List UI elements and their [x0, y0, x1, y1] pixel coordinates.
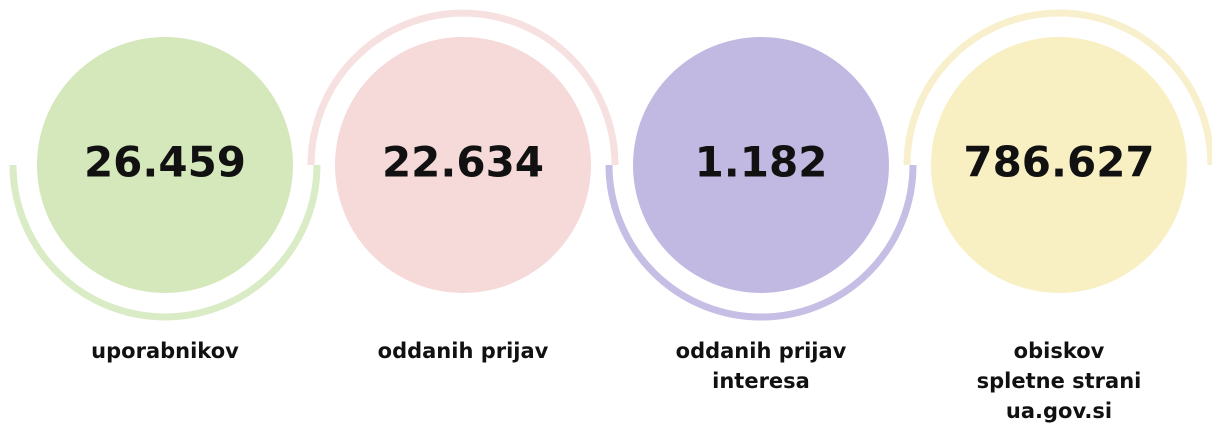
stat-label: ua.gov.si	[1006, 399, 1112, 423]
stat-label: obiskov	[1014, 339, 1105, 363]
stat-label: oddanih prijav	[676, 339, 847, 363]
stat-label: oddanih prijav	[378, 339, 549, 363]
decorative-ring	[307, 9, 619, 166]
stat-circle	[931, 37, 1187, 293]
decorative-ring	[605, 164, 917, 321]
stat-value: 22.634	[382, 138, 544, 187]
stat-item: 26.459 uporabnikov	[9, 37, 321, 363]
stat-item: 786.627 obiskov spletne strani ua.gov.si	[903, 9, 1212, 423]
stat-value: 26.459	[84, 138, 246, 187]
stat-item: 22.634 oddanih prijav	[307, 9, 619, 363]
stat-circle	[633, 37, 889, 293]
stat-label: spletne strani	[977, 369, 1142, 393]
decorative-ring	[9, 164, 321, 321]
stat-label: interesa	[712, 369, 810, 393]
stat-label: uporabnikov	[91, 339, 239, 363]
stat-value: 1.182	[695, 138, 828, 187]
stat-circle	[335, 37, 591, 293]
decorative-ring	[903, 9, 1212, 166]
stat-circle	[37, 37, 293, 293]
stat-value: 786.627	[963, 138, 1154, 187]
stat-item: 1.182 oddanih prijav interesa	[605, 37, 917, 393]
